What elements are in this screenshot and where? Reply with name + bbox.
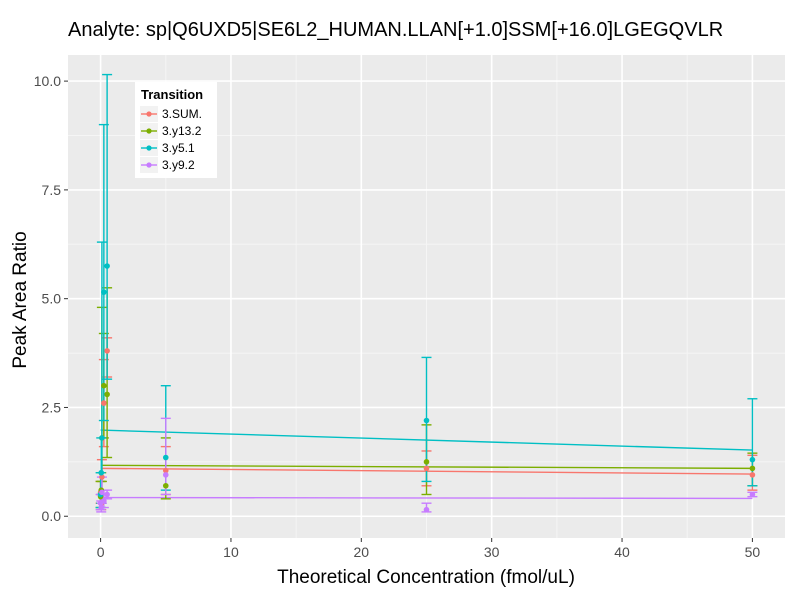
legend-label: 3.y9.2: [162, 158, 195, 172]
legend-item: 3.y13.2: [140, 123, 202, 139]
x-tick-label: 20: [354, 544, 370, 560]
y-tick-label: 0.0: [42, 508, 62, 524]
data-point: [749, 456, 756, 463]
data-point: [101, 289, 107, 295]
legend-key-point: [146, 128, 152, 134]
legend-key-point: [146, 111, 152, 117]
x-axis-title: Theoretical Concentration (fmol/uL): [277, 567, 575, 588]
data-point: [101, 498, 107, 504]
data-point: [99, 474, 105, 480]
data-point: [99, 489, 105, 496]
legend-item: 3.y9.2: [140, 157, 195, 173]
x-tick-label: 40: [614, 544, 630, 560]
data-point: [101, 400, 107, 406]
data-point: [749, 465, 756, 472]
legend-key-point: [146, 162, 152, 168]
data-point: [423, 465, 430, 472]
legend-label: 3.y13.2: [162, 124, 202, 138]
data-point: [162, 454, 169, 461]
data-point: [423, 506, 430, 513]
legend-label: 3.SUM.: [162, 107, 202, 121]
data-point: [98, 504, 105, 511]
data-point: [101, 382, 107, 389]
data-point: [162, 482, 169, 489]
legend: Transition 3.SUM. 3.y13.2 3.y5.1 3.y9.2: [135, 82, 217, 178]
data-point: [423, 417, 430, 424]
x-tick-label: 30: [484, 544, 500, 560]
data-point: [749, 472, 756, 478]
y-axis: 0.0 2.5 5.0 7.5 10.0: [34, 73, 68, 524]
error-bar: [102, 73, 113, 380]
legend-key-point: [146, 145, 152, 151]
data-point: [749, 491, 756, 498]
x-tick-label: 10: [223, 544, 239, 560]
legend-item: 3.SUM.: [140, 106, 202, 122]
y-tick-label: 5.0: [42, 291, 62, 307]
error-bar: [747, 398, 758, 487]
data-points: [97, 263, 756, 513]
y-tick-label: 2.5: [42, 399, 62, 415]
fit-line: [100, 496, 753, 500]
data-point: [162, 472, 169, 478]
x-tick-label: 0: [97, 544, 105, 560]
data-point: [162, 467, 169, 474]
legend-title: Transition: [141, 87, 203, 102]
data-point: [98, 469, 105, 476]
legend-label: 3.y5.1: [162, 141, 195, 155]
data-point: [99, 435, 105, 441]
data-point: [104, 491, 110, 498]
data-point: [104, 391, 110, 398]
data-point: [423, 459, 430, 465]
data-point: [104, 348, 110, 354]
legend-items: 3.SUM. 3.y13.2 3.y5.1 3.y9.2: [140, 106, 202, 173]
x-tick-label: 50: [745, 544, 761, 560]
y-axis-title: Peak Area Ratio: [10, 231, 31, 368]
y-tick-label: 10.0: [34, 73, 61, 89]
data-point: [104, 263, 110, 269]
legend-item: 3.y5.1: [140, 140, 195, 156]
chart-title: Analyte: sp|Q6UXD5|SE6L2_HUMAN.LLAN[+1.0…: [68, 19, 723, 41]
y-tick-label: 7.5: [42, 182, 62, 198]
x-axis: 0 10 20 30 40 50: [97, 538, 761, 560]
